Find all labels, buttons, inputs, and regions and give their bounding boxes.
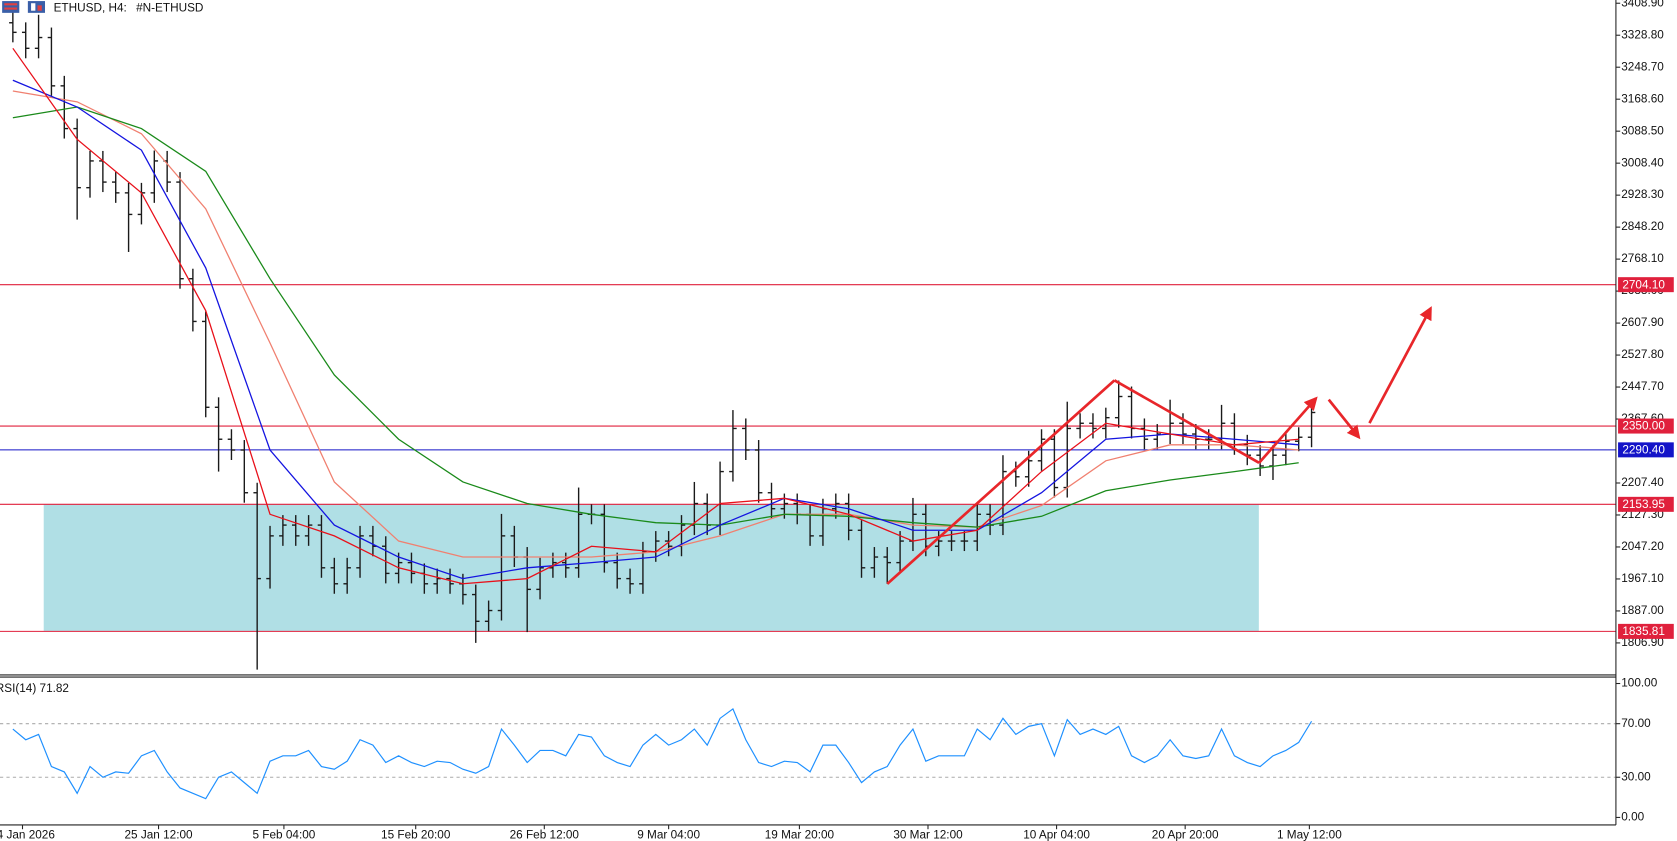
x-tick-label: 14 Jan 2026 bbox=[0, 829, 55, 841]
arrow bbox=[1368, 306, 1432, 424]
y-tick-label: 2447.70 bbox=[1621, 380, 1664, 393]
rsi-tick-label: 0.00 bbox=[1621, 811, 1644, 824]
level-label-bg bbox=[1618, 623, 1674, 639]
x-tick-label: 15 Feb 20:00 bbox=[381, 829, 451, 841]
level-label: 2704.10 bbox=[1622, 278, 1665, 291]
trend-line bbox=[1113, 379, 1260, 464]
y-tick-label: 2848.20 bbox=[1621, 220, 1664, 233]
y-tick-label: 2768.10 bbox=[1621, 252, 1664, 265]
x-tick-label: 5 Feb 04:00 bbox=[253, 829, 316, 841]
level-label: 1835.81 bbox=[1622, 625, 1665, 638]
indicator-title: RSI(14) 71.82 bbox=[0, 682, 69, 695]
y-tick-label: 3168.60 bbox=[1621, 92, 1664, 105]
rsi-line bbox=[12, 708, 1313, 800]
icon bbox=[4, 7, 18, 10]
y-tick-label: 2207.40 bbox=[1621, 476, 1664, 489]
y-tick-label: 3248.70 bbox=[1621, 60, 1664, 73]
chart-subtitle: #N-ETHUSD bbox=[136, 2, 203, 15]
moving-average bbox=[12, 47, 1299, 585]
y-tick-label: 1887.00 bbox=[1621, 604, 1664, 617]
y-tick-label: 2047.20 bbox=[1621, 540, 1664, 553]
y-tick-label: 3008.40 bbox=[1621, 156, 1664, 169]
arrow bbox=[1258, 396, 1318, 464]
level-label: 2290.40 bbox=[1622, 444, 1665, 457]
y-tick-label: 3408.90 bbox=[1621, 0, 1664, 9]
rsi-panel: RSI(14) 71.82 bbox=[0, 682, 1616, 800]
x-tick-label: 20 Apr 20:00 bbox=[1152, 829, 1219, 841]
bars-layer bbox=[9, 4, 1316, 670]
rsi-tick-label: 30.00 bbox=[1621, 770, 1651, 783]
icon bbox=[27, 1, 46, 13]
icon bbox=[2, 1, 20, 13]
icon bbox=[37, 5, 42, 11]
y-tick-label: 2928.30 bbox=[1621, 188, 1664, 201]
chart-title: ETHUSD, H4: bbox=[54, 2, 127, 15]
x-tick-label: 25 Jan 12:00 bbox=[125, 829, 194, 841]
header: ETHUSD, H4: #N-ETHUSD bbox=[2, 1, 203, 15]
level-label-bg bbox=[1618, 496, 1674, 512]
level-label: 2350.00 bbox=[1622, 420, 1665, 433]
trend-line bbox=[886, 379, 1116, 585]
level-label: 2153.95 bbox=[1622, 498, 1665, 511]
x-tick-label: 19 Mar 20:00 bbox=[765, 829, 835, 841]
icon bbox=[31, 3, 36, 11]
moving-average bbox=[12, 106, 1299, 528]
y-tick-label: 1806.90 bbox=[1621, 636, 1664, 649]
annotations bbox=[886, 306, 1432, 585]
zone bbox=[43, 504, 1259, 632]
y-tick-label: 1967.10 bbox=[1621, 572, 1664, 585]
y-tick-label: 3328.80 bbox=[1621, 28, 1664, 41]
icon bbox=[4, 3, 18, 6]
rsi-tick-label: 100.00 bbox=[1621, 677, 1657, 690]
x-tick-label: 30 Mar 12:00 bbox=[893, 829, 963, 841]
level-label-bg bbox=[1618, 418, 1674, 434]
level-label-bg bbox=[1618, 277, 1674, 293]
zone-layer bbox=[43, 504, 1259, 632]
x-tick-label: 1 May 12:00 bbox=[1277, 829, 1342, 841]
rsi-tick-label: 70.00 bbox=[1621, 717, 1651, 730]
x-tick-label: 9 Mar 04:00 bbox=[637, 829, 700, 841]
moving-averages bbox=[12, 47, 1299, 585]
y-tick-label: 3088.50 bbox=[1621, 124, 1664, 137]
moving-average bbox=[12, 79, 1299, 580]
frame bbox=[0, 0, 1617, 826]
x-tick-label: 10 Apr 04:00 bbox=[1023, 829, 1090, 841]
x-tick-label: 26 Feb 12:00 bbox=[510, 829, 580, 841]
arrow bbox=[1327, 398, 1361, 440]
y-tick-label: 2527.80 bbox=[1621, 348, 1664, 361]
level-label-bg bbox=[1618, 442, 1674, 458]
y-tick-label: 2607.90 bbox=[1621, 316, 1664, 329]
